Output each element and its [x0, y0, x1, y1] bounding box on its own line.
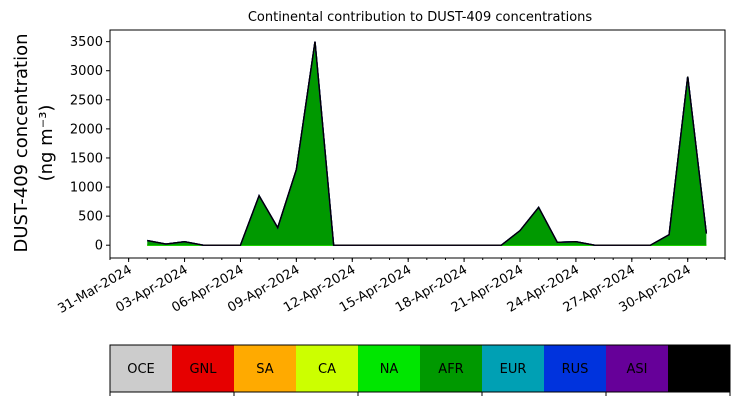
area [147, 41, 707, 246]
area [147, 41, 707, 246]
y-tick-label: 1000 [70, 181, 103, 196]
legend-swatch [420, 345, 482, 392]
legend-swatch [172, 345, 234, 392]
legend-label: AUS [686, 362, 713, 377]
legend-swatch [110, 345, 172, 392]
legend-label: CA [318, 362, 336, 377]
y-tick-label: 500 [78, 210, 103, 225]
legend-label: OCE [127, 362, 155, 377]
chart-title: Continental contribution to DUST-409 con… [248, 10, 593, 25]
legend-swatch [296, 345, 358, 392]
y-tick-label: 2000 [70, 122, 103, 137]
legend-label: NA [380, 362, 399, 377]
y-axis-label: DUST-409 concentration [11, 33, 32, 252]
legend-swatch [544, 345, 606, 392]
area-edge [147, 41, 708, 246]
area-edge [147, 41, 708, 246]
legend-label: RUS [562, 362, 589, 377]
plot-frame [109, 29, 726, 259]
legend-swatch [606, 345, 668, 392]
legend-swatch [668, 345, 730, 392]
area [147, 41, 707, 246]
legend-label: AFR [438, 362, 463, 377]
area [147, 41, 707, 246]
y-tick-label: 3000 [70, 64, 103, 79]
y-tick-label: 3500 [70, 35, 103, 50]
area-edge [147, 41, 708, 246]
y-tick-label: 1500 [70, 151, 103, 166]
legend-label: EUR [500, 362, 527, 377]
legend-frame [109, 344, 731, 393]
area-edge [147, 41, 708, 246]
area-edge [147, 41, 708, 246]
legend-swatch [358, 345, 420, 392]
legend-label: ASI [627, 362, 648, 377]
y-tick-label: 2500 [70, 93, 103, 108]
legend-swatch [234, 345, 296, 392]
legend-swatch [482, 345, 544, 392]
y-axis-label: (ng m⁻³) [36, 105, 57, 182]
legend-label: GNL [189, 362, 217, 377]
legend-label: SA [256, 362, 273, 377]
area [147, 41, 707, 246]
y-tick-label: 0 [95, 239, 103, 254]
